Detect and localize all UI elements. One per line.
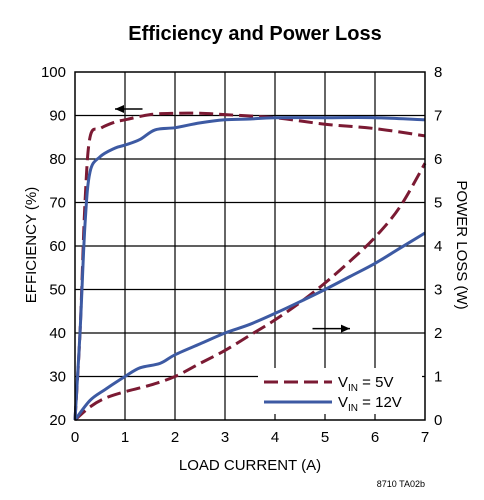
y-right-tick-label: 8 (434, 64, 442, 81)
legend-label-vin-12v: VIN = 12V (338, 394, 402, 414)
y-right-tick-label: 4 (434, 238, 442, 255)
arrow-left-icon (115, 104, 143, 113)
x-tick-label: 7 (421, 429, 429, 446)
y-left-tick-label: 40 (49, 325, 66, 342)
y-left-tick-label: 50 (49, 282, 66, 299)
grid (75, 72, 425, 420)
y-left-axis-label: EFFICIENCY (%) (23, 187, 40, 303)
legend-background (258, 368, 422, 414)
y-left-tick-label: 70 (49, 195, 66, 212)
legend-label-vin-5v: VIN = 5V (338, 374, 393, 394)
plot-frame (74, 71, 426, 421)
y-right-tick-label: 5 (434, 195, 442, 212)
power-loss-vin-5v-line (74, 162, 427, 422)
y-left-tick-label: 20 (49, 412, 66, 429)
y-right-tick-label: 0 (434, 412, 442, 429)
x-axis-label: LOAD CURRENT (A) (179, 457, 321, 474)
y-left-tick-label: 100 (41, 64, 66, 81)
x-tick-label: 3 (221, 429, 229, 446)
annotation-arrows (115, 104, 350, 333)
y-right-tick-label: 6 (434, 151, 442, 168)
y-right-tick-label: 2 (434, 325, 442, 342)
arrow-right-icon (312, 324, 350, 333)
y-right-tick-label: 3 (434, 282, 442, 299)
series-group (73, 111, 427, 422)
x-tick-labels: 0 1 2 3 4 5 6 7 (71, 429, 429, 446)
y-left-tick-label: 80 (49, 151, 66, 168)
chart-title: Efficiency and Power Loss (128, 23, 381, 45)
x-tick-label: 5 (321, 429, 329, 446)
y-left-tick-label: 30 (49, 369, 66, 386)
legend: VIN = 5V VIN = 12V (258, 368, 422, 414)
y-left-tick-label: 90 (49, 108, 66, 125)
y-left-tick-label: 60 (49, 238, 66, 255)
y-right-tick-labels: 0 1 2 3 4 5 6 7 8 (434, 64, 442, 429)
x-tick-label: 0 (71, 429, 79, 446)
x-tick-label: 2 (171, 429, 179, 446)
x-tick-label: 4 (271, 429, 279, 446)
figure-code: 8710 TA02b (377, 479, 425, 489)
y-right-axis-label: POWER LOSS (W) (453, 180, 470, 309)
power-loss-vin-12v-line (73, 231, 426, 421)
y-right-tick-label: 7 (434, 108, 442, 125)
x-tick-label: 6 (371, 429, 379, 446)
x-tick-label: 1 (121, 429, 129, 446)
y-left-tick-labels: 20 30 40 50 60 70 80 90 100 (41, 64, 66, 429)
efficiency-vin-12v-line (73, 116, 426, 421)
y-right-tick-label: 1 (434, 369, 442, 386)
